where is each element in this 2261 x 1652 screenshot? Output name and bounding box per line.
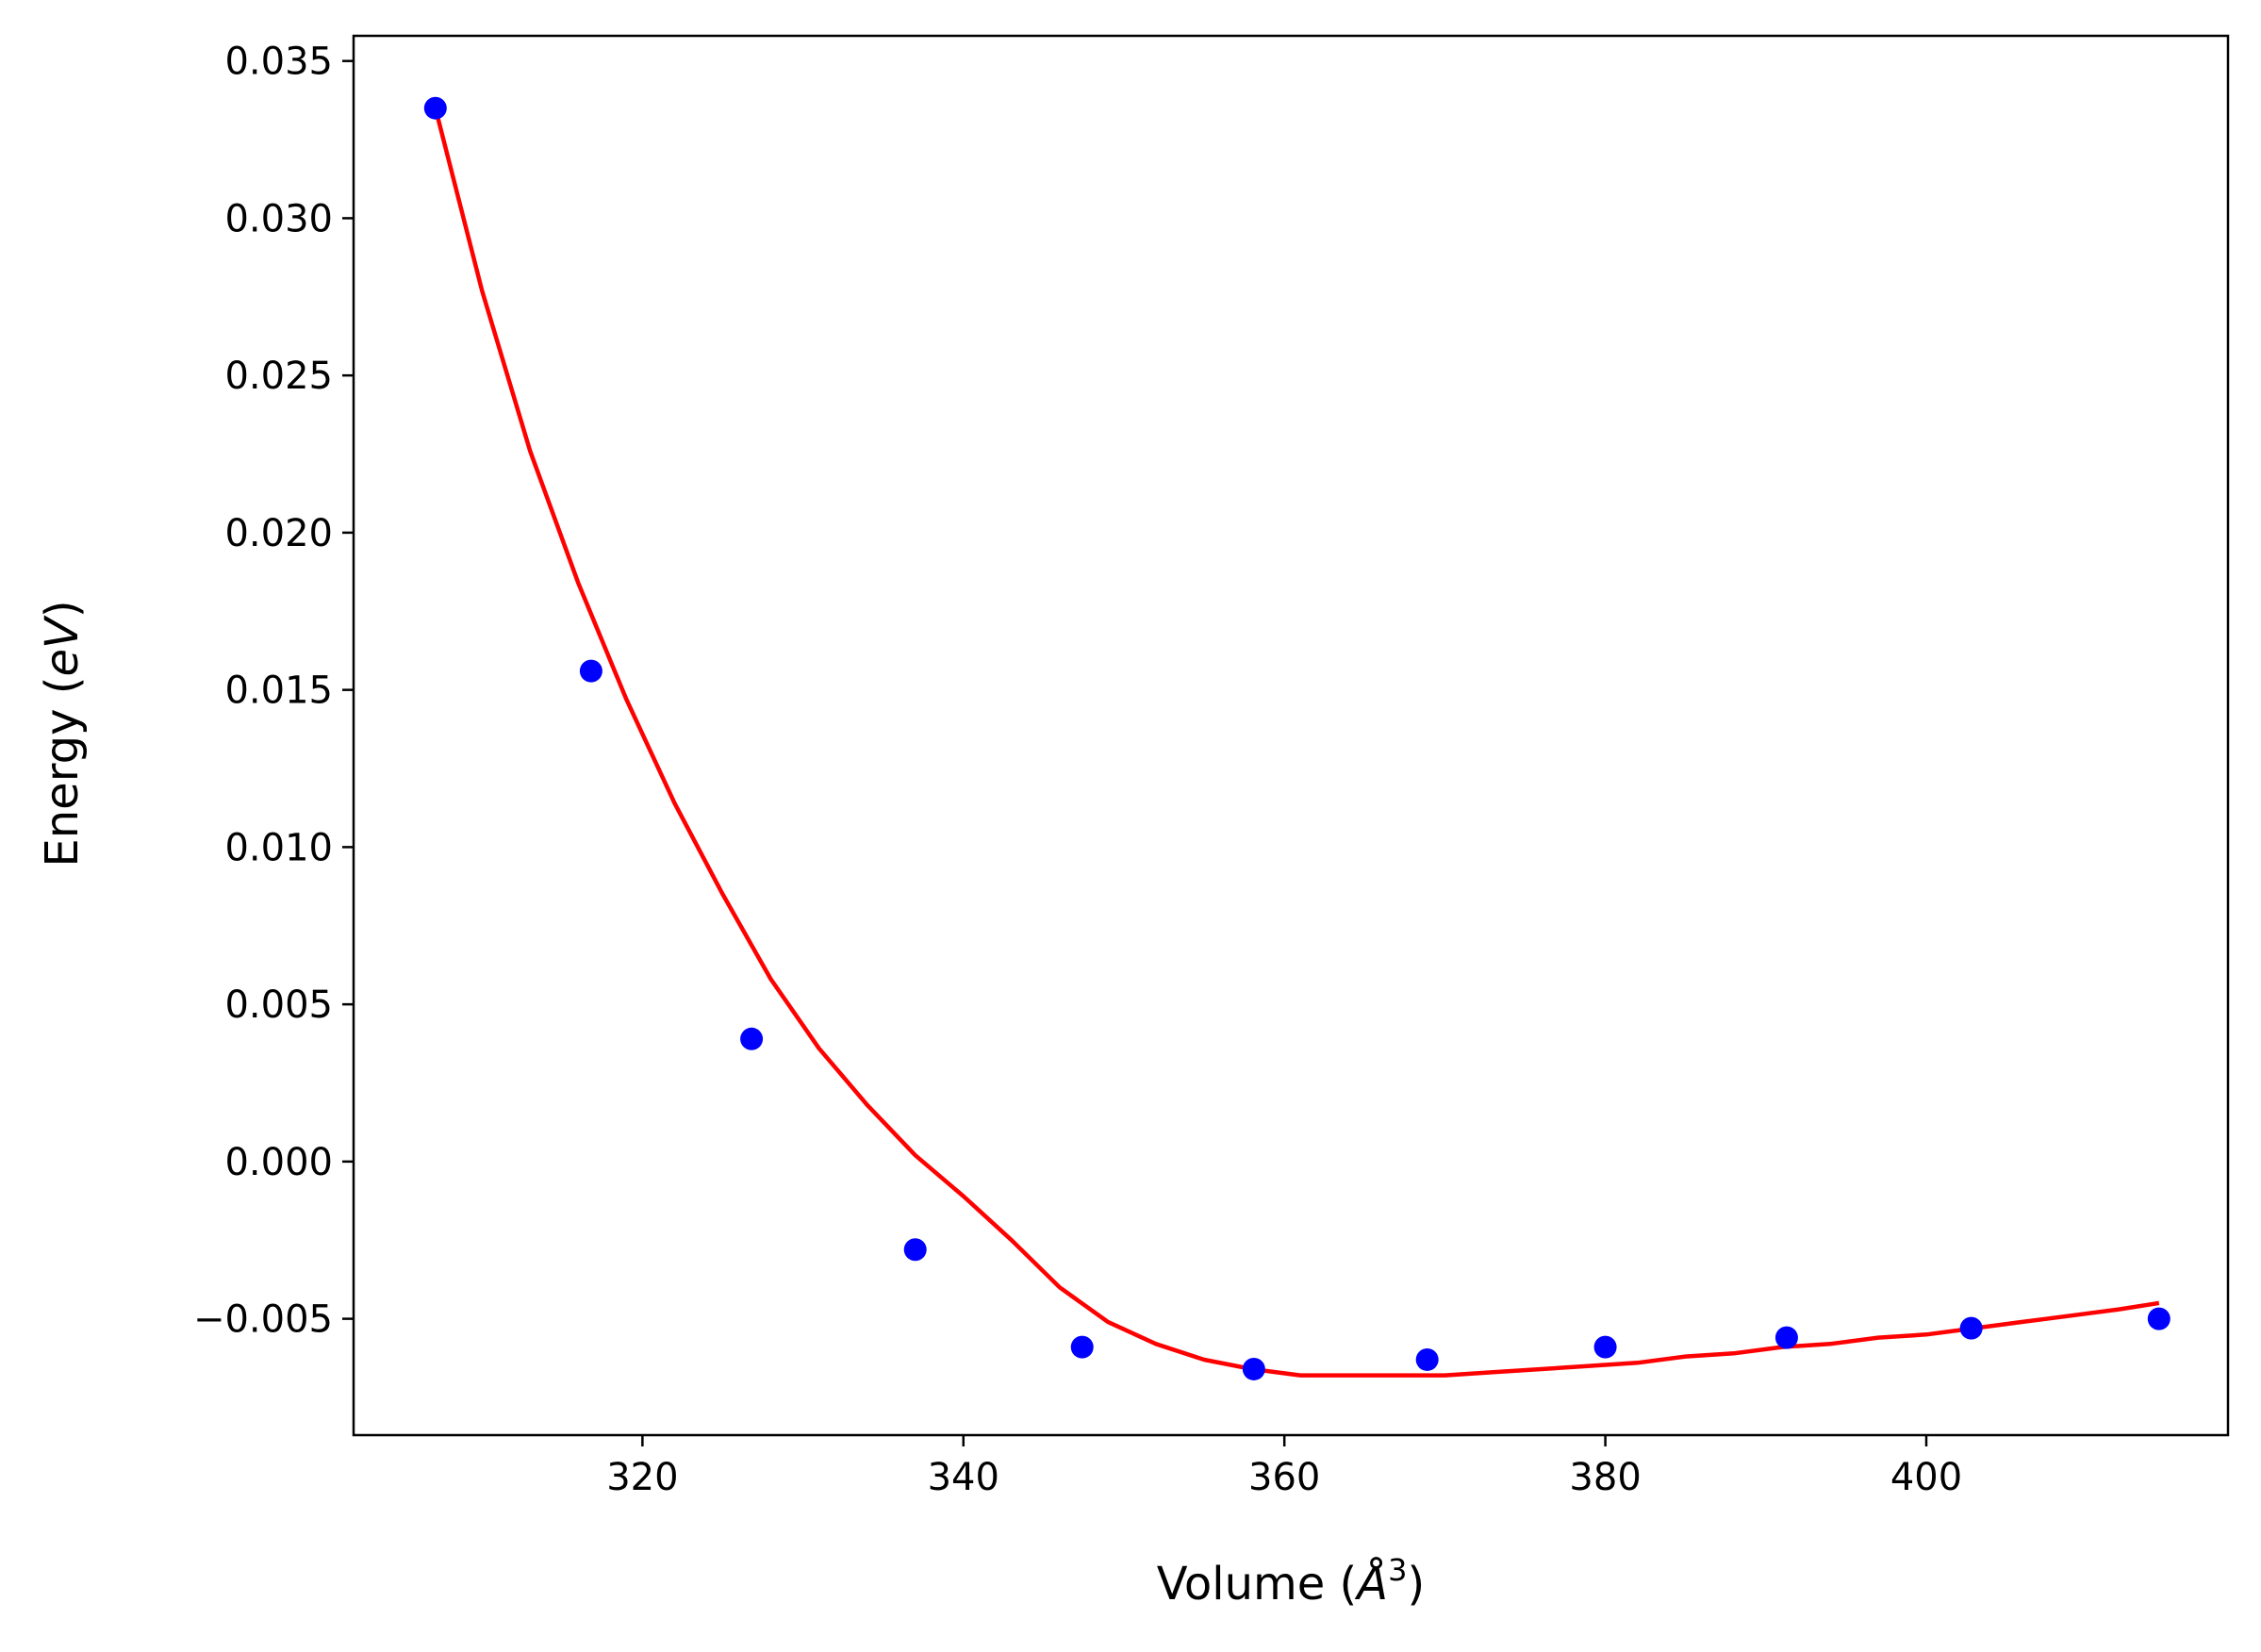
y-axis-ticks: −0.005 0.000 0.005 0.010 0.015 0.020 0.025 0.03… — [193, 41, 354, 1342]
data-point — [423, 96, 447, 120]
plot-area-frame — [352, 34, 2230, 1437]
y-tick-label: 0.005 — [224, 983, 333, 1027]
x-axis-label: Volume (Å3) — [1157, 1552, 1425, 1611]
fit-curve-layer — [433, 107, 2160, 1378]
data-point — [1070, 1335, 1094, 1359]
y-tick-label: 0.010 — [224, 826, 333, 869]
x-tick-label: 400 — [1890, 1456, 1962, 1499]
y-tick-label: 0.000 — [224, 1141, 333, 1184]
data-point — [1415, 1347, 1439, 1371]
y-tick-label: 0.035 — [224, 41, 333, 84]
data-point — [740, 1027, 764, 1050]
data-points-layer — [423, 96, 2170, 1380]
data-point — [2147, 1307, 2170, 1330]
data-point — [1593, 1335, 1617, 1359]
x-tick-label: 380 — [1569, 1456, 1641, 1499]
x-tick-label: 320 — [606, 1456, 678, 1499]
x-axis-ticks: 320 340 360 380 400 — [606, 1435, 1962, 1499]
data-point — [1774, 1326, 1798, 1349]
data-point — [903, 1238, 927, 1262]
y-axis-label: Energy (eV) — [36, 600, 89, 867]
y-tick-label: 0.020 — [224, 512, 333, 555]
x-tick-label: 340 — [928, 1456, 999, 1499]
y-tick-label: 0.030 — [224, 197, 333, 240]
x-tick-label: 360 — [1248, 1456, 1320, 1499]
data-point — [1242, 1357, 1265, 1380]
data-point — [579, 659, 602, 683]
y-tick-label: 0.015 — [224, 669, 333, 713]
y-tick-label: 0.025 — [224, 355, 333, 398]
data-point — [1959, 1316, 1983, 1340]
y-tick-label: −0.005 — [193, 1298, 333, 1342]
fit-curve-line — [433, 107, 2160, 1378]
